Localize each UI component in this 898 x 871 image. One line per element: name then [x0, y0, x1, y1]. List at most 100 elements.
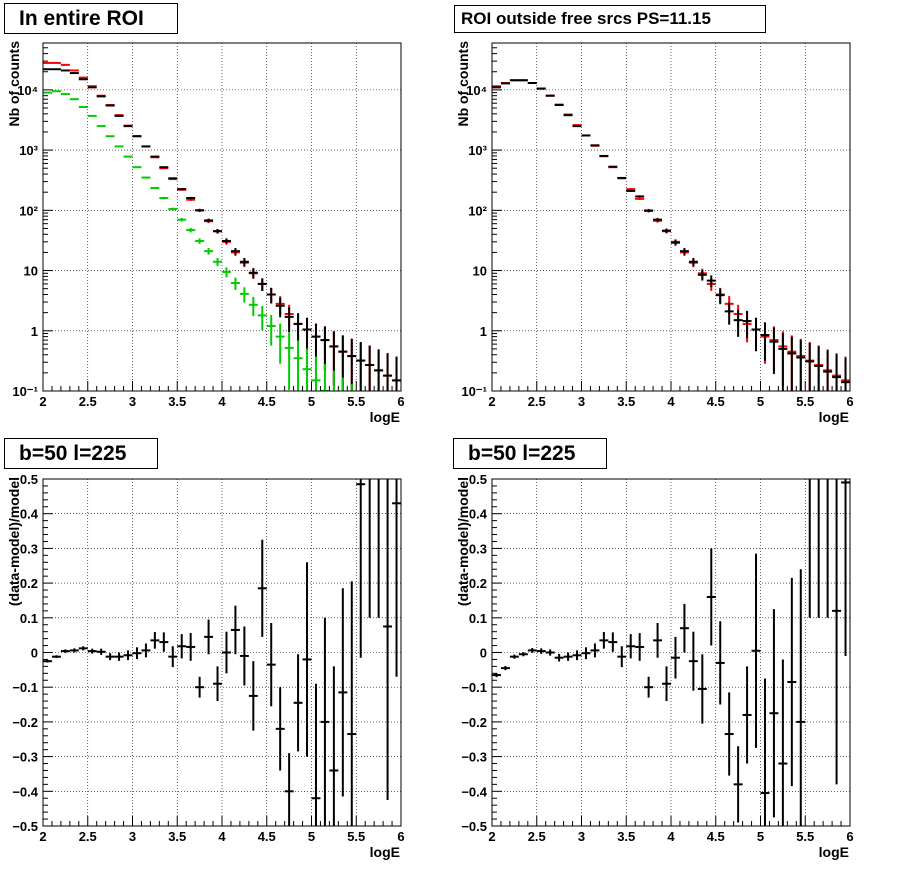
y-tick-label: 10⁻¹ [461, 384, 487, 399]
x-tick-label: 2 [488, 394, 495, 409]
y-tick-label: 10³ [19, 143, 38, 158]
chart-bottom-right: 2 2.5 3 3.5 4 4.5 5 5.5 6 −0.5 −0.4 −0.3 −0.2 −0.1 0 0.… [455, 472, 854, 860]
y-tick-label: −0.3 [461, 750, 487, 765]
x-tick-label: 2.5 [79, 394, 97, 409]
x-tick-label: 5 [757, 829, 764, 844]
chart-title: ROI outside free srcs PS=11.15 [454, 5, 766, 33]
x-tick-label: 2.5 [528, 829, 546, 844]
x-tick-label: 4 [218, 829, 226, 844]
x-tick-label: 4.5 [258, 829, 276, 844]
x-tick-label: 3.5 [168, 829, 186, 844]
x-tick-label: 5.5 [796, 829, 814, 844]
series [43, 61, 401, 391]
x-tick-label: 2 [39, 394, 46, 409]
y-tick-label: 10⁴ [17, 83, 38, 98]
x-axis-label: logE [370, 409, 400, 425]
chart-title: b=50 l=225 [453, 438, 607, 469]
y-axis-label: (data-model)/model [6, 477, 22, 606]
y-tick-label: 10⁻¹ [12, 384, 38, 399]
x-tick-label: 4.5 [707, 394, 725, 409]
x-tick-label: 3 [129, 829, 136, 844]
x-tick-label: 3 [129, 394, 136, 409]
y-tick-label: 0.2 [469, 576, 487, 591]
y-tick-label: −0.1 [461, 680, 487, 695]
plot-frame [42, 42, 402, 392]
y-tick-label: −0.3 [12, 750, 38, 765]
x-axis-label: logE [819, 409, 849, 425]
data-layer [43, 61, 401, 391]
x-tick-label: 2 [488, 829, 495, 844]
x-tick-label: 5.5 [347, 829, 365, 844]
x-tick-label: 6 [397, 394, 404, 409]
y-tick-label: −0.4 [12, 784, 38, 799]
data-layer [492, 479, 850, 826]
x-tick-label: 5 [308, 829, 315, 844]
x-tick-label: 3 [578, 394, 585, 409]
x-tick-label: 4 [667, 394, 675, 409]
plot-frame [491, 478, 851, 827]
x-tick-label: 3 [578, 829, 585, 844]
y-tick-label: 0.5 [20, 472, 38, 487]
x-tick-label: 6 [846, 829, 853, 844]
series [492, 79, 850, 391]
y-tick-label: 0.4 [20, 507, 39, 522]
series [43, 68, 401, 391]
y-tick-label: 0.2 [20, 576, 38, 591]
x-tick-label: 6 [397, 829, 404, 844]
y-axis-label: Nb of counts [6, 41, 22, 127]
y-tick-label: 10² [19, 203, 38, 218]
y-tick-label: 10² [468, 203, 487, 218]
series [43, 479, 401, 826]
x-tick-label: 5.5 [347, 394, 365, 409]
x-tick-label: 2 [39, 829, 46, 844]
y-tick-label: −0.1 [12, 680, 38, 695]
plot-frame [491, 42, 851, 392]
y-tick-label: 10³ [468, 143, 487, 158]
x-tick-label: 4.5 [707, 829, 725, 844]
chart-bottom-left: 2 2.5 3 3.5 4 4.5 5 5.5 6 −0.5 −0.4 −0.3 −0.2 −0.1 0 0.… [6, 472, 405, 860]
y-tick-label: 0.3 [469, 541, 487, 556]
x-axis-label: logE [370, 844, 400, 860]
data-layer [43, 479, 401, 826]
plot-frame [42, 478, 402, 827]
x-tick-label: 3.5 [168, 394, 186, 409]
y-tick-label: −0.2 [461, 715, 487, 730]
chart-title: In entire ROI [4, 3, 178, 34]
x-tick-label: 5 [757, 394, 764, 409]
y-tick-label: −0.4 [461, 784, 487, 799]
x-tick-label: 2.5 [79, 829, 97, 844]
x-tick-label: 2.5 [528, 394, 546, 409]
chart-top-right: 2 2.5 3 3.5 4 4.5 5 5.5 6 10⁻¹ 1 10 10² 10³ 10⁴ logE Nb … [455, 41, 854, 425]
x-tick-label: 4.5 [258, 394, 276, 409]
x-tick-label: 5 [308, 394, 315, 409]
x-axis-label: logE [819, 844, 849, 860]
x-tick-label: 3.5 [617, 829, 635, 844]
chart-top-left: 2 2.5 3 3.5 4 4.5 5 5.5 6 10⁻¹ 1 10 10² 10³ 10⁴ logE Nb … [6, 41, 405, 425]
y-tick-label: 0.5 [469, 472, 487, 487]
y-tick-label: −0.5 [12, 819, 38, 834]
data-layer [492, 79, 850, 391]
y-tick-label: 0 [480, 646, 487, 661]
y-tick-label: 0.1 [469, 611, 487, 626]
series [43, 90, 362, 391]
y-tick-label: −0.2 [12, 715, 38, 730]
y-tick-label: 1 [480, 324, 487, 339]
x-tick-label: 3.5 [617, 394, 635, 409]
y-tick-label: 0 [31, 646, 38, 661]
x-tick-label: 5.5 [796, 394, 814, 409]
y-tick-label: 1 [31, 324, 38, 339]
y-axis-label: (data-model)/model [455, 477, 471, 606]
y-tick-label: 0.4 [469, 507, 488, 522]
y-tick-label: −0.5 [461, 819, 487, 834]
y-tick-label: 10 [473, 264, 487, 279]
y-axis-label: Nb of counts [455, 41, 471, 127]
series [492, 479, 850, 826]
y-tick-label: 10 [24, 264, 38, 279]
y-tick-label: 0.3 [20, 541, 38, 556]
x-tick-label: 6 [846, 394, 853, 409]
y-tick-label: 0.1 [20, 611, 38, 626]
y-tick-label: 10⁴ [466, 83, 487, 98]
x-tick-label: 4 [667, 829, 675, 844]
x-tick-label: 4 [218, 394, 226, 409]
chart-title: b=50 l=225 [4, 438, 158, 469]
